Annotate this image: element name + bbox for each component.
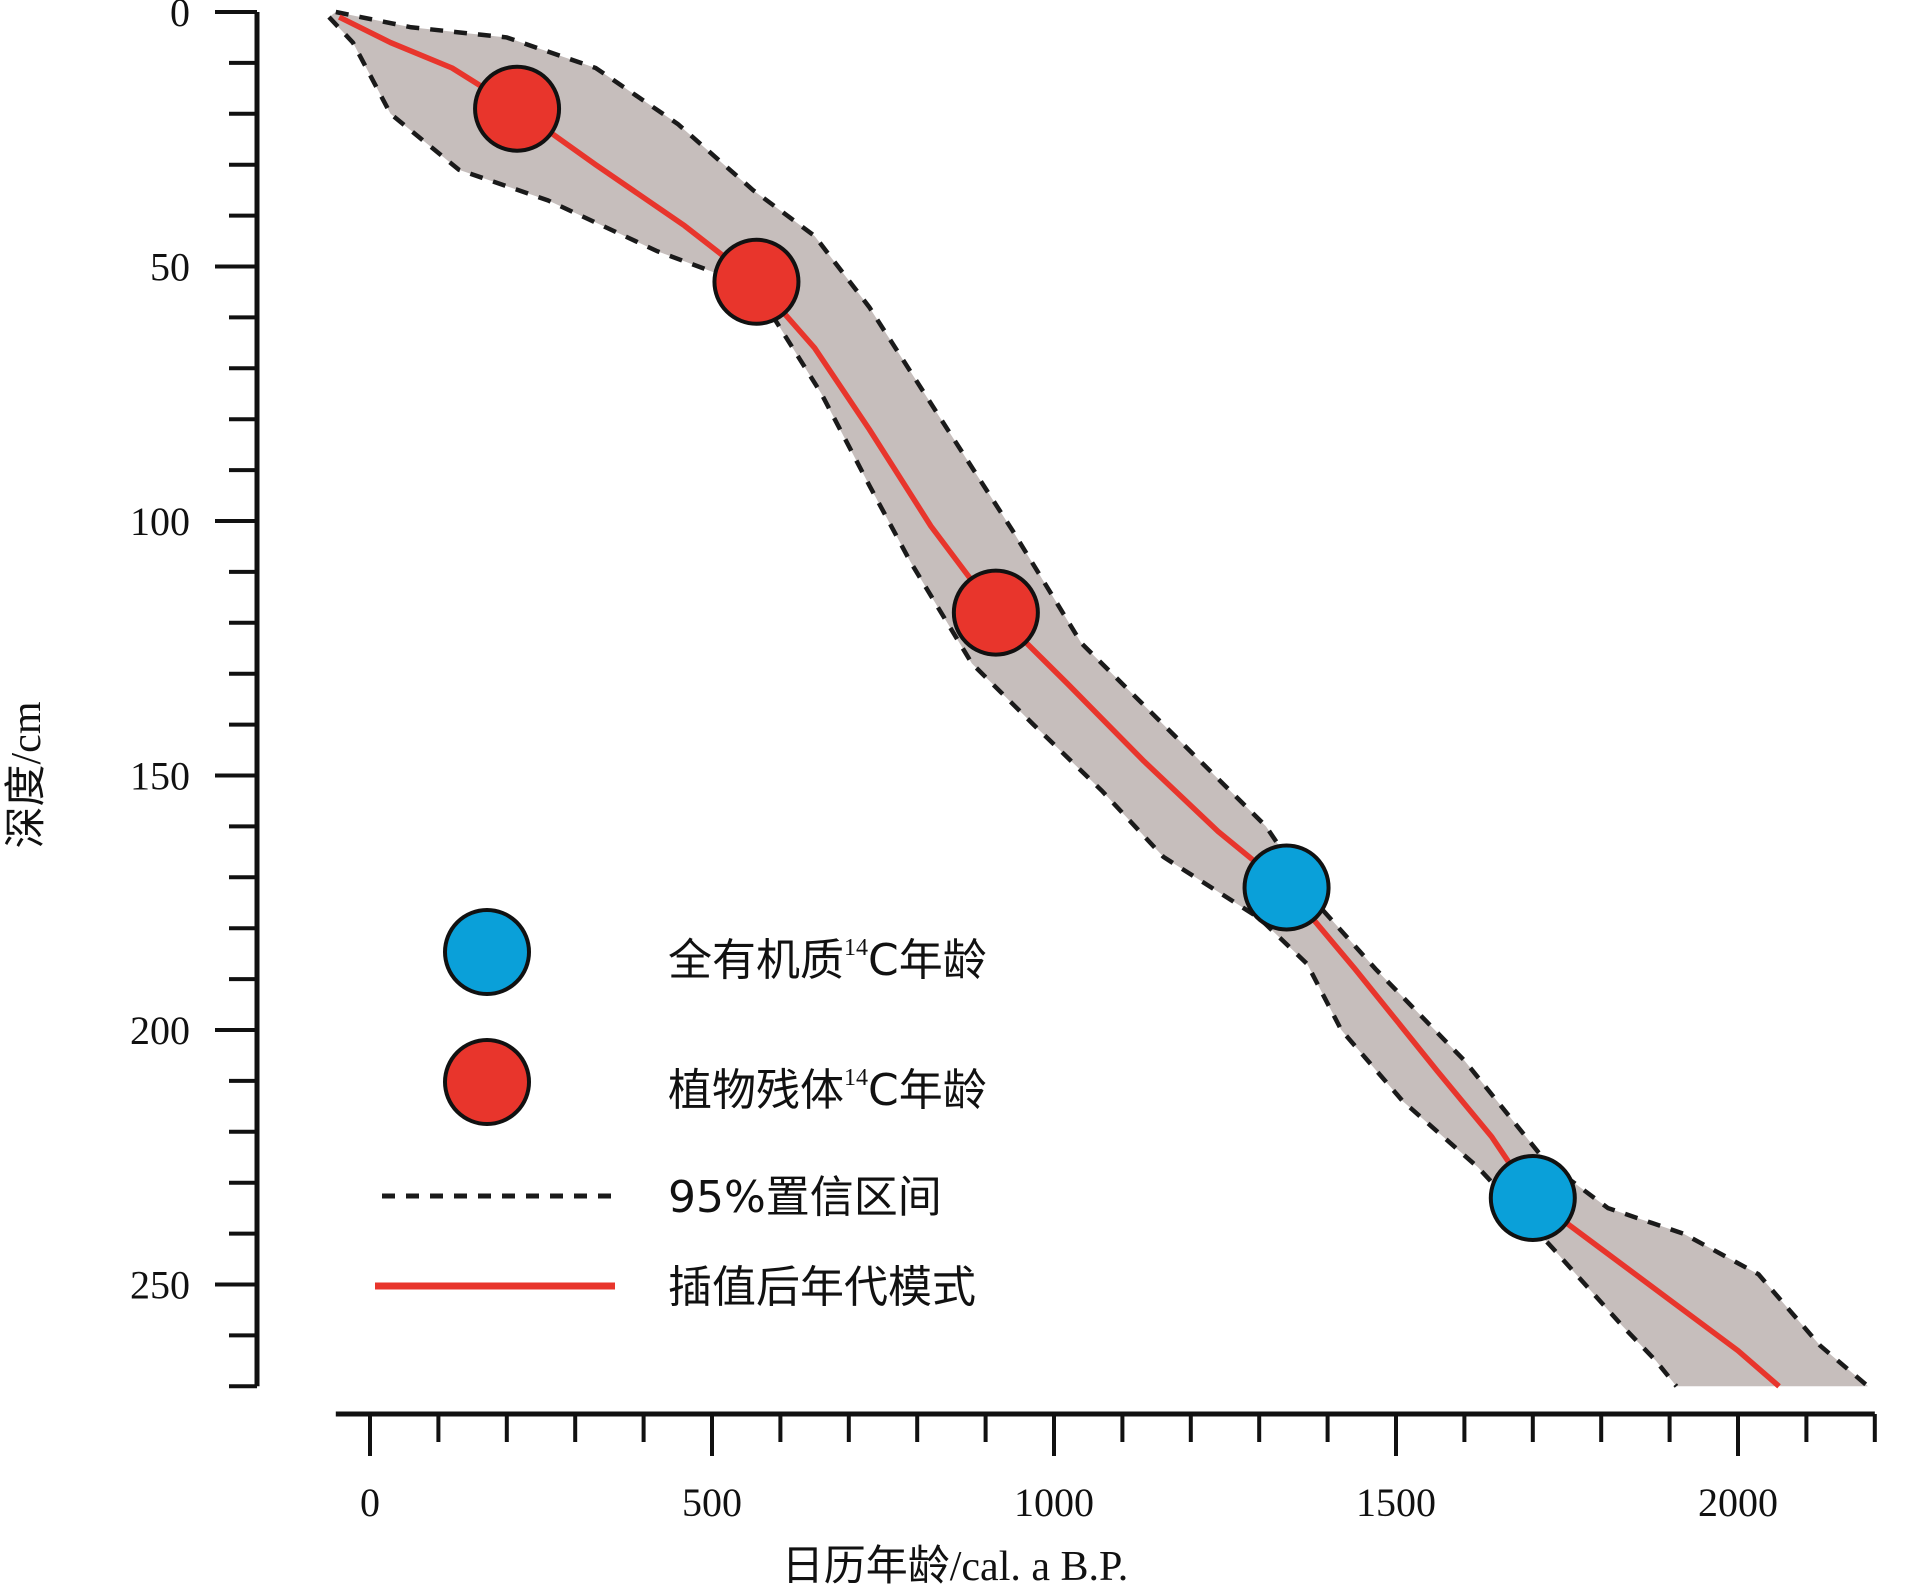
- y-tick-label: 200: [130, 1008, 190, 1053]
- legend-label-2: 95%置信区间: [668, 1172, 942, 1223]
- legend-label-0: 全有机质14C年龄: [668, 935, 987, 986]
- y-tick-label: 0: [170, 0, 190, 35]
- confidence-bound-left: [327, 15, 1679, 1388]
- confidence-bound-right: [335, 9, 1870, 1389]
- plant-remains-point-2: [951, 568, 1040, 657]
- y-tick-label: 150: [130, 754, 190, 799]
- y-tick-label: 50: [150, 245, 190, 290]
- x-axis-title: 日历年龄/cal. a B.P.: [782, 1543, 1128, 1587]
- legend-label-1: 植物残体14C年龄: [668, 1065, 987, 1116]
- whole-organic-point-1: [1488, 1153, 1577, 1242]
- legend-label-3: 插值后年代模式: [668, 1262, 976, 1313]
- legend-marker-whole-organic: [443, 908, 531, 996]
- plant-remains-point-0: [473, 64, 562, 153]
- confidence-band: [329, 12, 1868, 1387]
- x-tick-label: 0: [360, 1480, 380, 1525]
- x-tick-label: 500: [682, 1480, 742, 1525]
- y-tick-label: 250: [130, 1263, 190, 1308]
- x-tick-label: 1000: [1014, 1480, 1094, 1525]
- whole-organic-point-0: [1242, 843, 1331, 932]
- x-tick-label: 1500: [1356, 1480, 1436, 1525]
- plant-remains-point-1: [712, 237, 801, 326]
- y-axis-title: 深度/cm: [4, 701, 50, 848]
- legend-marker-plant-remains: [443, 1038, 531, 1126]
- x-tick-label: 2000: [1698, 1480, 1778, 1525]
- y-tick-label: 100: [130, 499, 190, 544]
